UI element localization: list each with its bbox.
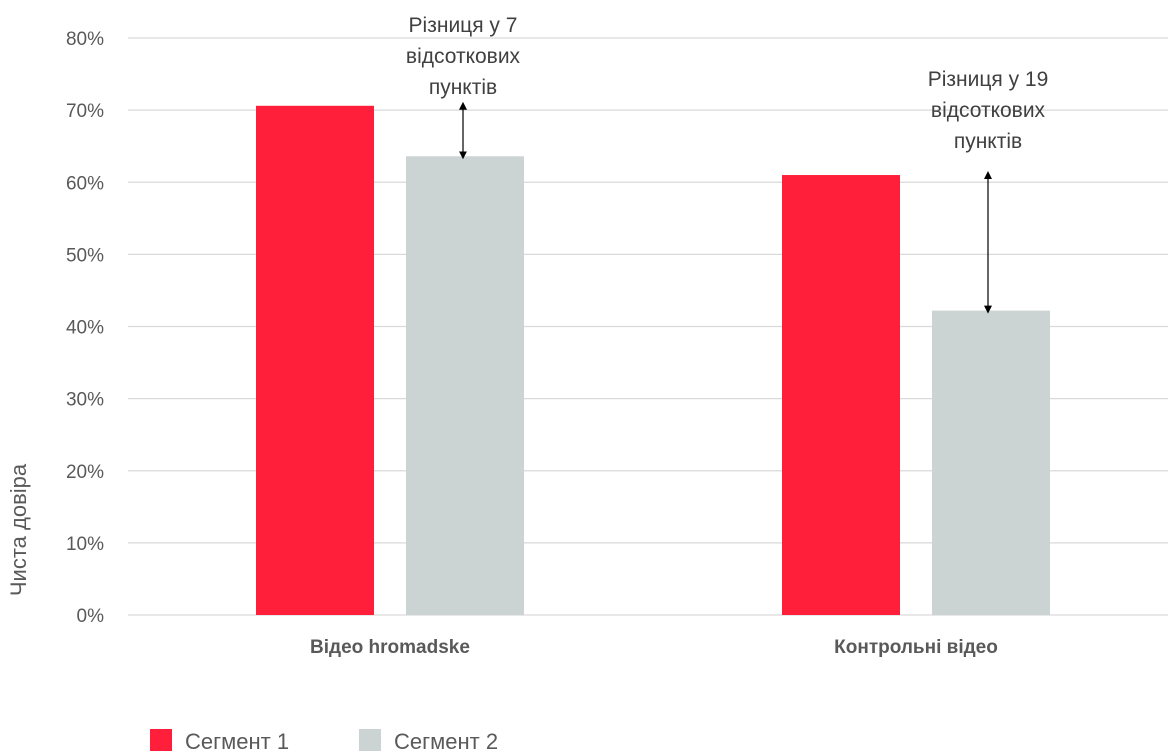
annotation-text-line: пунктів [954, 130, 1022, 153]
x-category-label: Відео hromadske [310, 637, 470, 658]
annotation-text-line: Різниця у 19 [928, 68, 1049, 91]
x-axis-categories: Відео hromadske Контрольні відео [310, 637, 998, 658]
legend-label: Сегмент 2 [394, 729, 498, 751]
annotation-text-line: відсоткових [406, 45, 521, 68]
annotation-text-line: пунктів [429, 76, 497, 99]
y-tick-label: 40% [66, 318, 104, 339]
bar-1-1 [256, 105, 374, 616]
y-axis-ticks: 0% 10% 20% 30% 40% 50% 60% 70% 80% [66, 29, 104, 627]
x-category-label: Контрольні відео [834, 637, 998, 658]
legend-swatch [359, 729, 381, 751]
difference-annotation: Різниця у 19 відсоткових пунктів [928, 68, 1049, 314]
difference-annotation: Різниця у 7 відсоткових пунктів [406, 14, 521, 160]
bar-1-2 [782, 175, 900, 615]
legend-item: Сегмент 2 [359, 729, 498, 751]
y-tick-label: 30% [66, 390, 104, 411]
annotation-text-line: відсоткових [931, 99, 1046, 122]
y-tick-label: 70% [66, 101, 104, 122]
legend-label: Сегмент 1 [185, 729, 289, 751]
y-tick-label: 80% [66, 29, 104, 50]
bar-2-1 [406, 156, 524, 615]
y-tick-label: 20% [66, 462, 104, 483]
bar-2-2 [932, 310, 1050, 615]
legend: Сегмент 1 Сегмент 2 [150, 729, 498, 751]
y-tick-label: 50% [66, 245, 104, 266]
legend-item: Сегмент 1 [150, 729, 289, 751]
annotation-text-line: Різниця у 7 [409, 14, 518, 37]
y-tick-label: 0% [77, 606, 105, 627]
y-tick-label: 10% [66, 534, 104, 555]
y-axis-label: Чиста довіра [6, 463, 31, 596]
y-tick-label: 60% [66, 173, 104, 194]
legend-swatch [150, 729, 172, 751]
bars [256, 105, 1050, 616]
